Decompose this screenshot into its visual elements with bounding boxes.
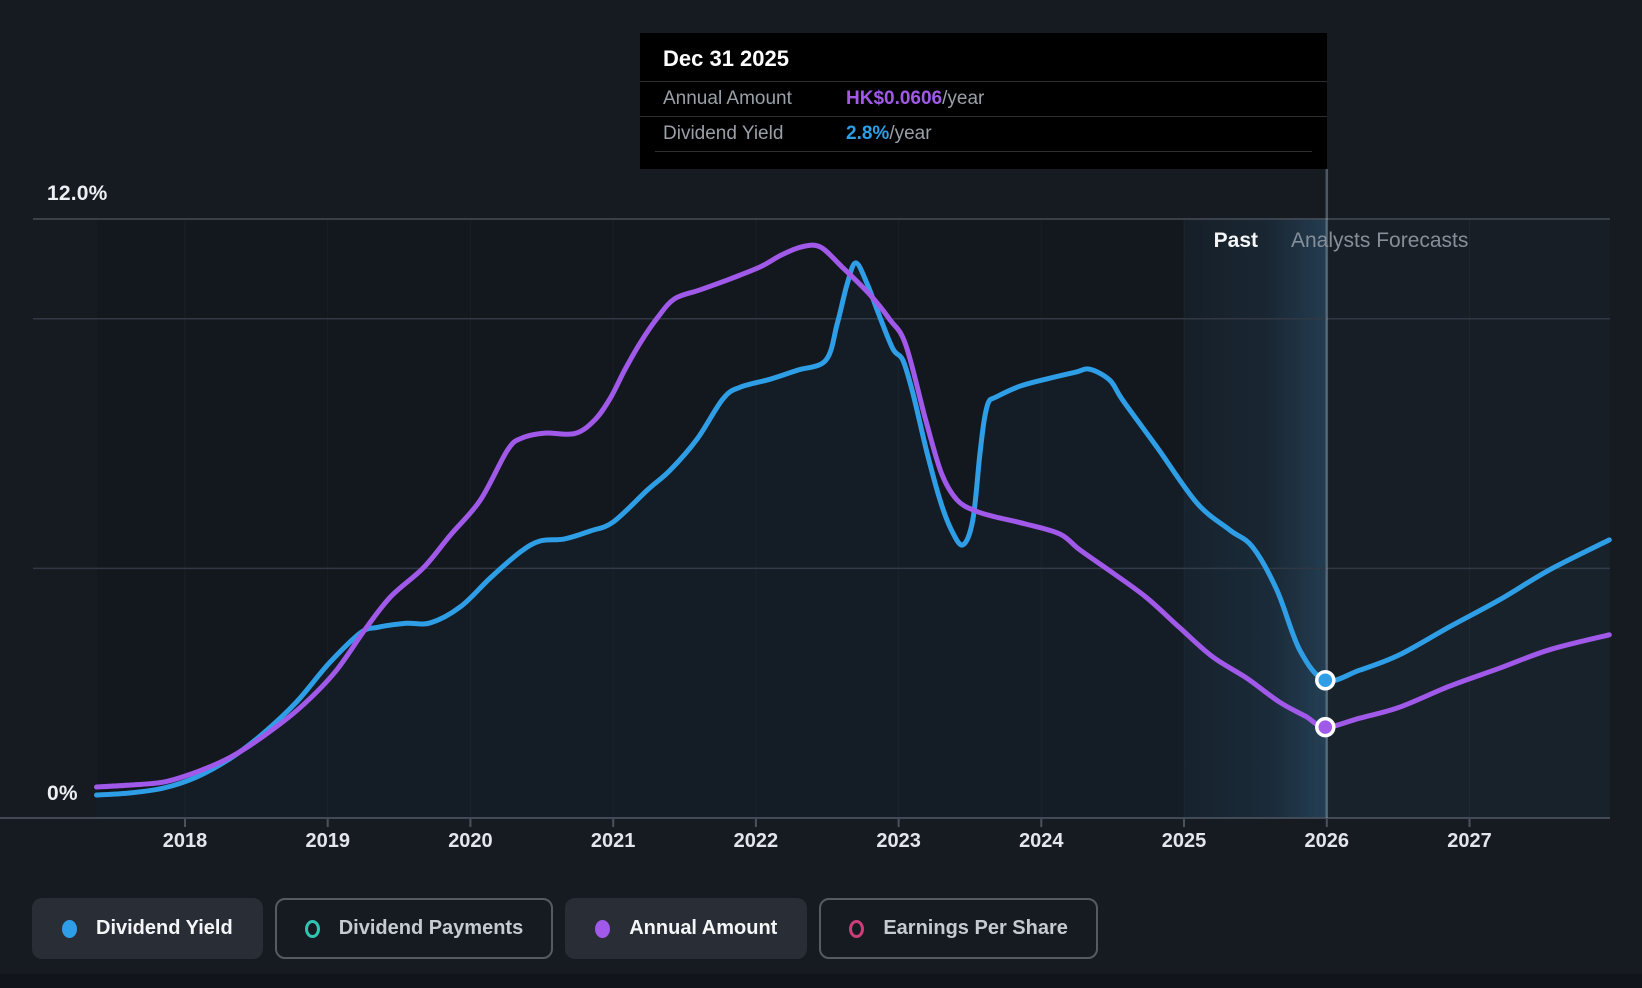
- legend-label: Annual Amount: [629, 917, 778, 939]
- y-axis-min-label: 0%: [47, 782, 78, 805]
- tooltip-date: Dec 31 2025: [663, 46, 789, 71]
- legend-toggle-annual-amount[interactable]: Annual Amount: [565, 898, 808, 959]
- tooltip-label: Dividend Yield: [663, 123, 784, 144]
- annual-amount-series-dot-icon: [595, 919, 611, 938]
- past-label: Past: [1213, 229, 1258, 252]
- tooltip-value-annual-amount: HK$0.0606: [846, 88, 943, 109]
- x-axis-label-2020: 2020: [448, 830, 493, 852]
- x-axis-label-2022: 2022: [733, 830, 779, 852]
- legend-label: Dividend Payments: [338, 917, 524, 939]
- legend-toggle-dividend-yield[interactable]: Dividend Yield: [32, 898, 263, 959]
- x-axis-label-2018: 2018: [162, 830, 208, 852]
- legend-toggle-earnings-per-share[interactable]: Earnings Per Share: [819, 898, 1098, 959]
- dividend-yield-series-dot-icon: [62, 919, 77, 938]
- dividend-yield-line: [94, 260, 1612, 798]
- legend-label: Dividend Yield: [96, 917, 233, 939]
- tooltip-row-dividend-yield: Dividend Yield 2.8%/year: [640, 116, 1327, 151]
- series-legend: Dividend Yield Dividend Payments Annual Am…: [32, 898, 1098, 959]
- legend-label: Earnings Per Share: [883, 917, 1068, 939]
- tooltip-row-annual-amount: Annual Amount HK$0.0606/year: [640, 81, 1327, 116]
- x-axis-label-2019: 2019: [305, 830, 350, 852]
- tooltip-separator: [655, 151, 1312, 152]
- annual-amount-line: [94, 242, 1612, 790]
- footer-strip: [0, 974, 1642, 988]
- tooltip-label: Annual Amount: [663, 88, 792, 109]
- dividend-yield-area-fill: [96, 262, 1610, 818]
- x-axis-label-2024: 2024: [1019, 830, 1064, 852]
- x-axis-label-2026: 2026: [1304, 830, 1350, 852]
- dividend-payments-series-dot-icon: [304, 919, 320, 938]
- x-axis-label-2021: 2021: [590, 830, 636, 852]
- x-axis-label-2025: 2025: [1161, 830, 1207, 852]
- earnings-per-share-series-dot-icon: [849, 919, 865, 938]
- analysts-forecasts-label: Analysts Forecasts: [1291, 229, 1469, 252]
- chart-tooltip: Dec 31 2025 Annual Amount HK$0.0606/year…: [640, 33, 1327, 169]
- x-axis-label-2027: 2027: [1447, 830, 1492, 852]
- tooltip-value-dividend-yield: 2.8%: [846, 123, 890, 144]
- legend-toggle-dividend-payments[interactable]: Dividend Payments: [274, 898, 554, 959]
- annual-amount-marker: [1315, 716, 1336, 738]
- tooltip-suffix: /year: [889, 123, 932, 144]
- tooltip-suffix: /year: [942, 88, 985, 109]
- y-axis-max-label: 12.0%: [47, 182, 108, 205]
- dividend-yield-marker: [1315, 669, 1336, 691]
- x-axis-label-2023: 2023: [876, 830, 921, 852]
